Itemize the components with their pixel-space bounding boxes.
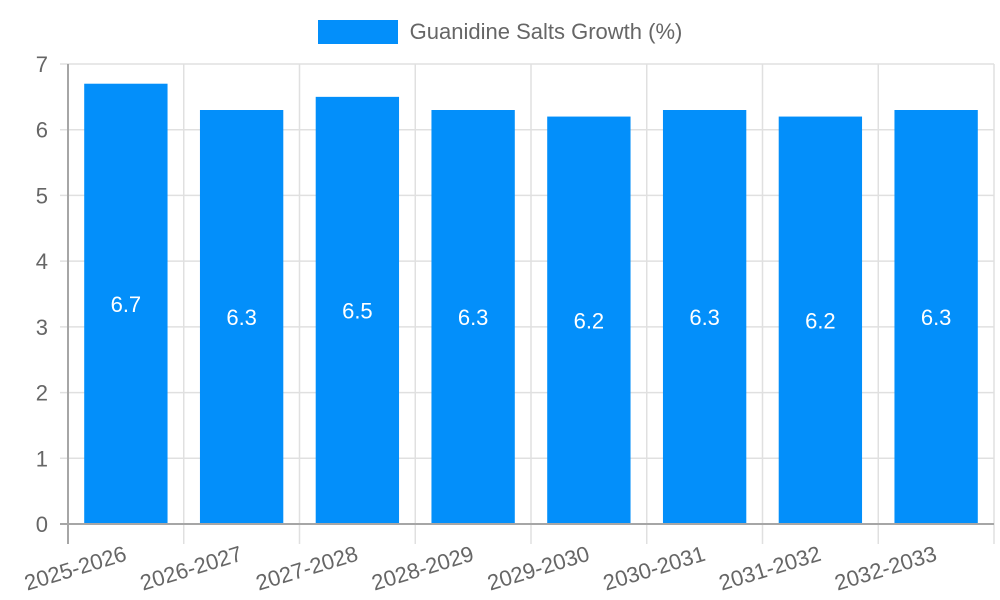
x-tick-label: 2032-2033 <box>832 541 940 596</box>
bar-value-label: 6.2 <box>574 308 605 333</box>
x-tick-label: 2026-2027 <box>137 541 245 596</box>
y-tick-label: 0 <box>36 512 48 537</box>
bar-value-label: 6.3 <box>921 305 952 330</box>
bar-value-label: 6.5 <box>342 298 373 323</box>
bar-value-label: 6.3 <box>226 305 257 330</box>
bar[interactable] <box>547 116 631 525</box>
x-tick-label: 2031-2032 <box>716 541 824 596</box>
x-tick-label: 2025-2026 <box>21 541 129 596</box>
bar-value-label: 6.7 <box>111 292 142 317</box>
y-tick-label: 6 <box>36 118 48 143</box>
axes <box>60 64 994 544</box>
y-axis-ticks: 0 1 2 3 4 5 6 7 <box>36 52 48 537</box>
x-axis-ticks: 2025-2026 2026-2027 2027-2028 2028-2029 2029… <box>21 541 939 596</box>
y-tick-label: 7 <box>36 52 48 77</box>
y-tick-label: 5 <box>36 183 48 208</box>
y-tick-label: 1 <box>36 446 48 471</box>
legend-swatch[interactable] <box>317 20 398 44</box>
bar[interactable] <box>662 110 747 524</box>
y-tick-label: 4 <box>36 249 48 274</box>
bar[interactable] <box>199 110 284 524</box>
bar[interactable] <box>778 116 863 525</box>
x-tick-label: 2028-2029 <box>369 541 477 596</box>
legend-label: Guanidine Salts Growth (%) <box>409 19 683 44</box>
data-labels: 6.7 6.3 6.5 6.3 6.2 6.3 6.2 6.3 <box>111 292 952 333</box>
bar[interactable] <box>894 110 978 524</box>
y-tick-label: 2 <box>36 381 48 406</box>
bar[interactable] <box>315 96 400 524</box>
bar[interactable] <box>84 83 168 524</box>
bars <box>84 83 978 525</box>
chart-legend: Guanidine Salts Growth (%) <box>0 19 1000 45</box>
x-tick-label: 2030-2031 <box>600 541 708 596</box>
x-tick-label: 2029-2030 <box>484 541 592 596</box>
y-tick-label: 3 <box>36 315 48 340</box>
bar-value-label: 6.3 <box>458 305 489 330</box>
x-tick-label: 2027-2028 <box>253 541 361 596</box>
bar[interactable] <box>431 110 515 524</box>
bar-value-label: 6.3 <box>689 305 720 330</box>
bar-value-label: 6.2 <box>805 308 836 333</box>
